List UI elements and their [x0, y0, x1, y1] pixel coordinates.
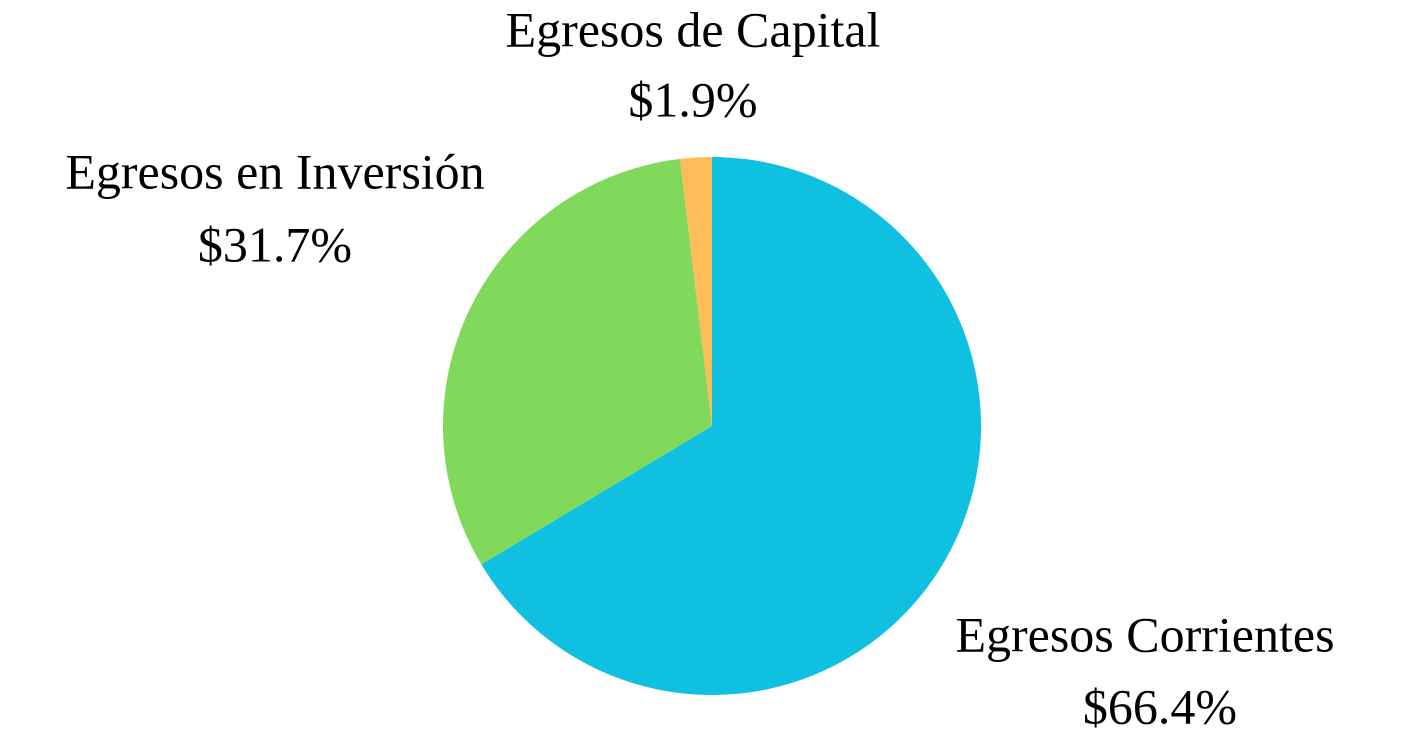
- slice-label: Egresos en Inversión: [65, 143, 484, 199]
- slice-value-label: $31.7%: [198, 216, 352, 272]
- slice-label: Egresos Corrientes: [955, 606, 1334, 662]
- pie-slice: [481, 157, 981, 695]
- pie-slice: [679, 157, 712, 426]
- slice-value-label: $1.9%: [628, 71, 757, 127]
- slice-value-label: $66.4%: [1083, 678, 1237, 734]
- pie-slice: [442, 158, 712, 565]
- slice-label: Egresos de Capital: [506, 1, 881, 57]
